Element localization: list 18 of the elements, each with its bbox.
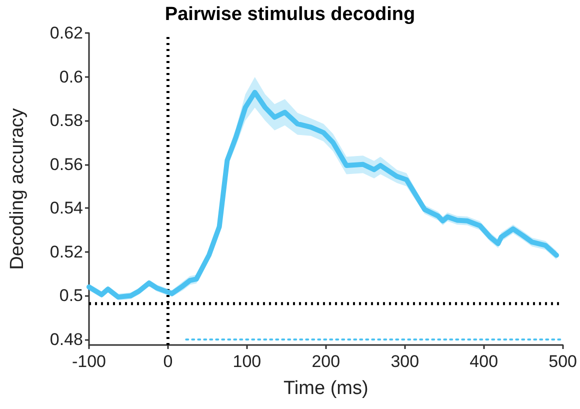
y-tick-label: 0.5 <box>59 286 83 306</box>
y-axis-title: Decoding accuracy <box>7 108 28 270</box>
y-tick-label: 0.58 <box>50 111 83 130</box>
x-tick-label: 500 <box>548 352 578 371</box>
x-tick-label: -100 <box>72 352 106 371</box>
y-tick-label: 0.48 <box>50 330 83 350</box>
y-tick-label: 0.62 <box>50 24 83 42</box>
x-tick-label: 300 <box>390 352 420 371</box>
x-tick-label: 100 <box>232 352 262 371</box>
y-tick-label: 0.56 <box>50 154 83 174</box>
x-tick-label: 200 <box>312 352 340 371</box>
y-tick-label: 0.54 <box>50 198 83 218</box>
y-tick-label: 0.6 <box>59 67 83 86</box>
chart-title: Pairwise stimulus decoding <box>164 4 416 25</box>
y-tick-label: 0.52 <box>50 242 83 262</box>
x-axis-title: Time (ms) <box>284 378 368 399</box>
x-tick-label: 400 <box>470 352 498 371</box>
x-tick-label: 0 <box>163 352 173 371</box>
